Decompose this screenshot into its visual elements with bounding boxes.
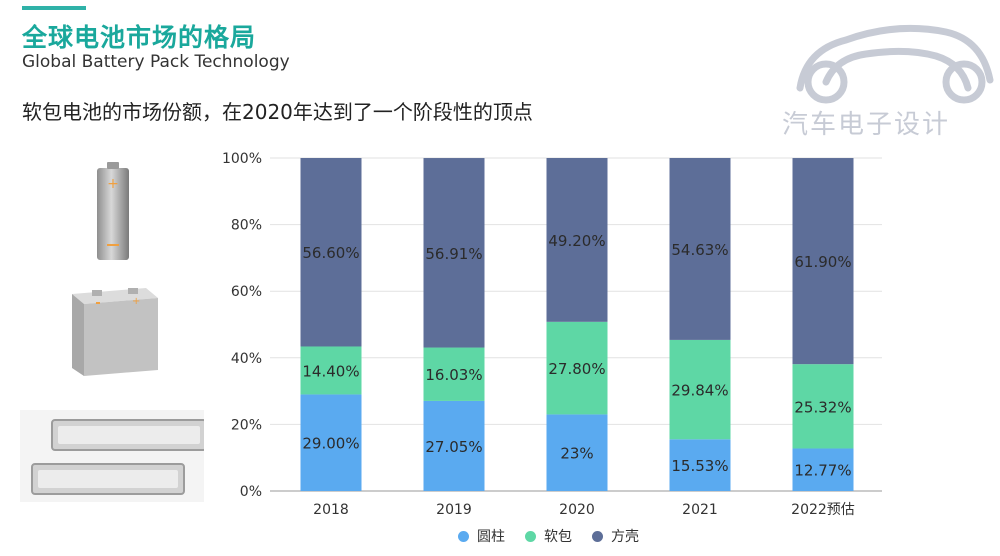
- bar-segment: [546, 321, 608, 415]
- logo-text: 汽车电子设计: [782, 110, 951, 140]
- x-tick-label: 2022预估: [791, 502, 855, 518]
- data-label: 25.32%: [794, 398, 851, 416]
- car-logo-icon: [796, 24, 994, 104]
- bar-segment: [423, 347, 485, 401]
- cylindrical-battery-icon: +: [97, 162, 129, 260]
- bar-segment: [300, 346, 362, 395]
- data-label: 56.60%: [302, 244, 359, 262]
- bar-segment: [423, 400, 485, 491]
- y-tick-label: 20%: [231, 417, 262, 433]
- data-label: 56.91%: [425, 245, 482, 263]
- data-label: 27.05%: [425, 438, 482, 456]
- data-label: 15.53%: [671, 457, 728, 475]
- y-tick-label: 40%: [231, 351, 262, 367]
- y-tick-label: 0%: [240, 484, 262, 500]
- svg-text:+: +: [132, 296, 140, 307]
- data-label: 29.84%: [671, 382, 728, 400]
- data-label: 49.20%: [548, 232, 605, 250]
- blade-battery-icon: [20, 410, 204, 502]
- data-label: 29.00%: [302, 435, 359, 453]
- data-label: 23%: [560, 445, 593, 463]
- bar-segment: [300, 394, 362, 491]
- y-tick-label: 100%: [222, 151, 262, 167]
- data-label: 27.80%: [548, 360, 605, 378]
- x-tick-label: 2018: [313, 502, 349, 518]
- legend-swatch-pouch: [525, 530, 536, 542]
- legend-label-prismatic: 方壳: [611, 529, 639, 545]
- data-label: 14.40%: [302, 362, 359, 380]
- bar-segment: [546, 158, 608, 322]
- legend-item-cylinder: 圆柱: [458, 526, 505, 546]
- x-tick-label: 2019: [436, 502, 472, 518]
- y-tick-label: 80%: [231, 218, 262, 234]
- bar-segment: [792, 364, 854, 449]
- x-tick-label: 2020: [559, 502, 595, 518]
- y-tick-label: 60%: [231, 284, 262, 300]
- x-tick-label: 2021: [682, 502, 718, 518]
- legend-label-pouch: 软包: [544, 529, 572, 545]
- legend-item-prismatic: 方壳: [592, 526, 639, 546]
- legend-item-pouch: 软包: [525, 526, 572, 546]
- bar-segment: [792, 158, 854, 365]
- chart-legend: 圆柱 软包 方壳: [458, 526, 659, 546]
- bar-segment: [423, 158, 485, 348]
- bar-segment: [792, 448, 854, 491]
- data-label: 16.03%: [425, 366, 482, 384]
- data-label: 54.63%: [671, 241, 728, 259]
- data-label: 61.90%: [794, 253, 851, 271]
- page-subtitle: Global Battery Pack Technology: [22, 52, 290, 72]
- headline-text: 软包电池的市场份额，在2020年达到了一个阶段性的顶点: [22, 100, 533, 124]
- legend-swatch-cylinder: [458, 530, 469, 542]
- title-accent-bar: [22, 6, 86, 10]
- legend-swatch-prismatic: [592, 530, 603, 542]
- page-title: 全球电池市场的格局: [22, 23, 257, 52]
- svg-text:+: +: [107, 176, 119, 192]
- bar-segment: [300, 158, 362, 347]
- data-label: 12.77%: [794, 462, 851, 480]
- bar-segment: [669, 339, 731, 440]
- legend-label-cylinder: 圆柱: [477, 529, 505, 545]
- prismatic-battery-icon: +: [72, 288, 158, 376]
- bar-segment: [669, 158, 731, 340]
- bar-segment: [546, 414, 608, 491]
- bar-segment: [669, 439, 731, 491]
